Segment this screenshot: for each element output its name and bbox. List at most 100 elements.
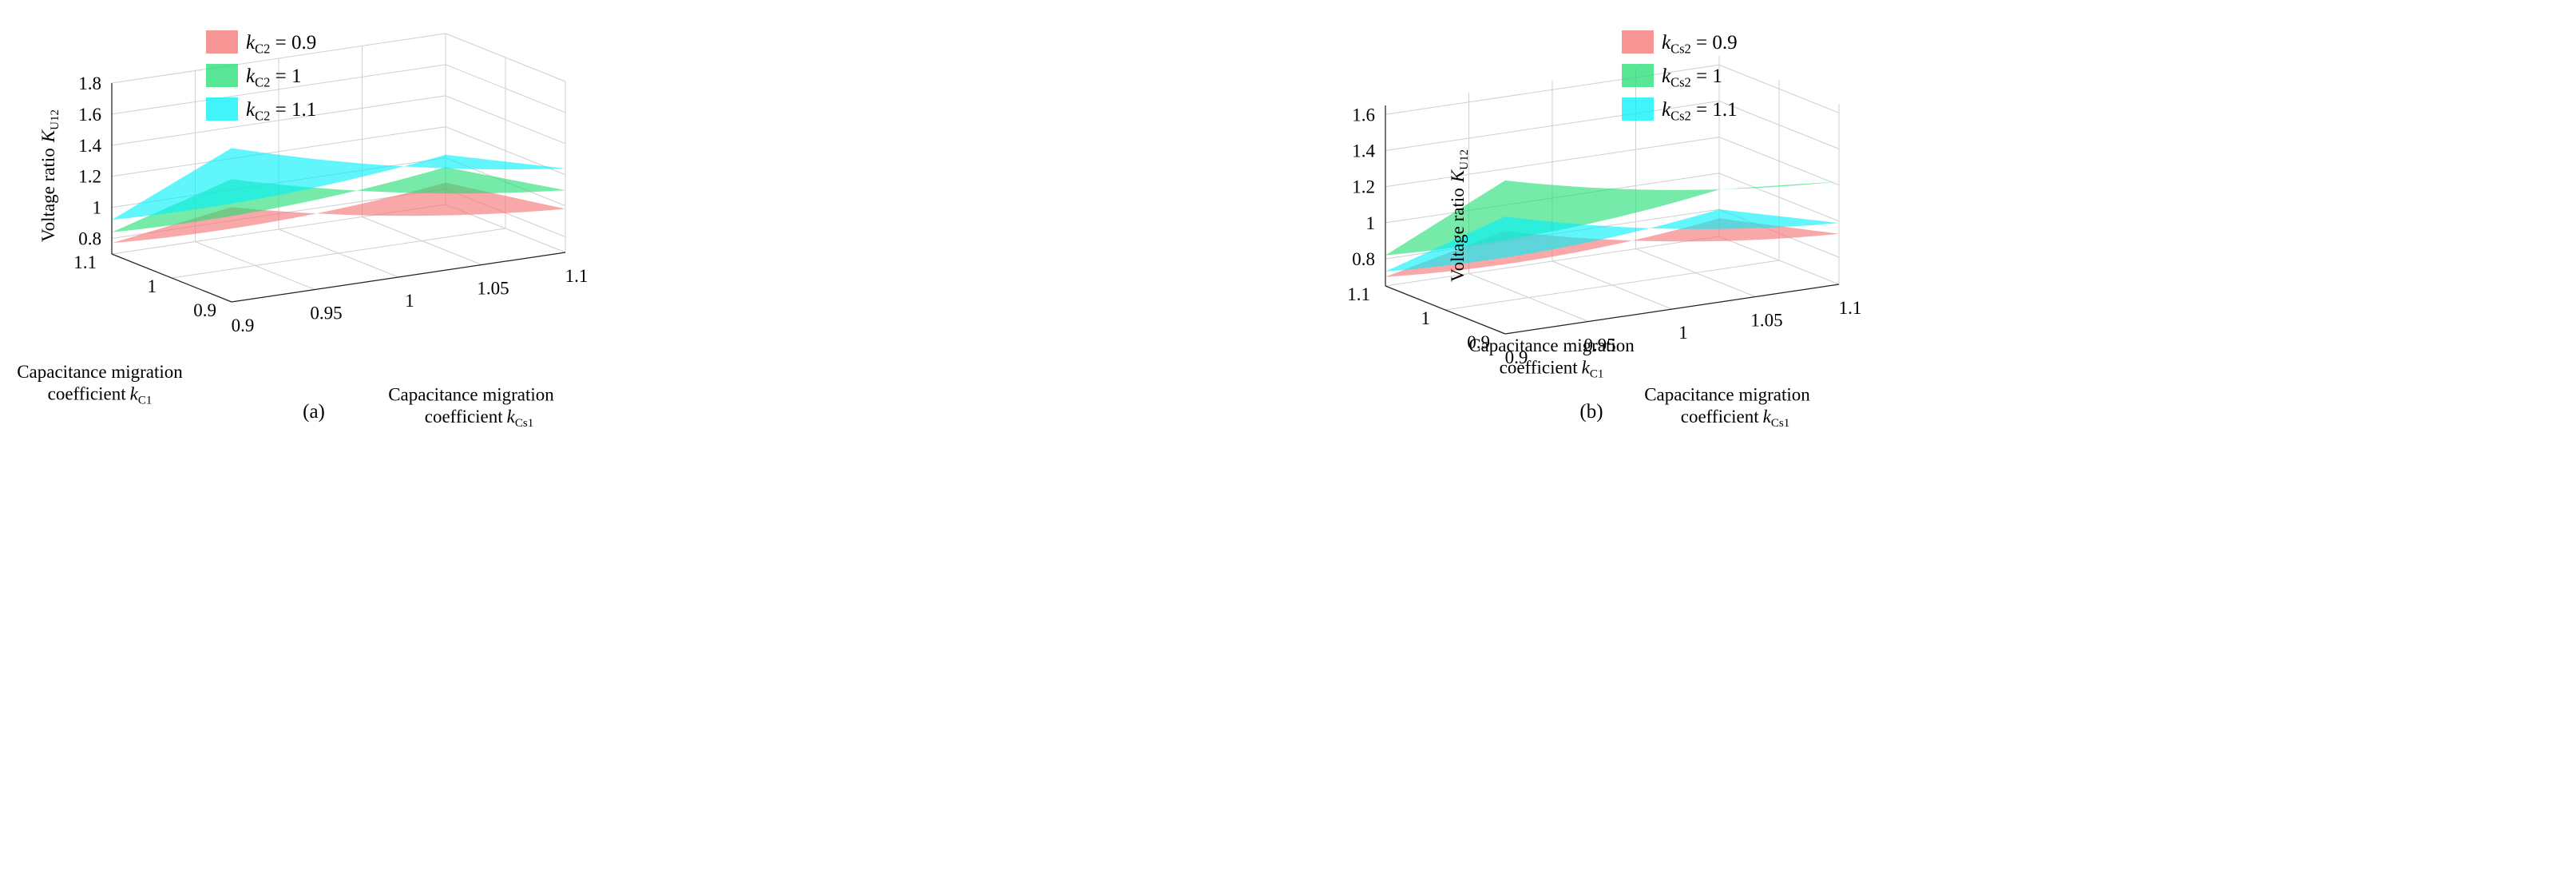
- z-tick-label: 1.2: [78, 167, 101, 187]
- legend-symbol: k: [1662, 32, 1671, 54]
- x-tick-label: 1: [405, 291, 414, 311]
- legend-swatch: [206, 30, 238, 54]
- tick-labels: 0.9 0.95 1 1.05 1.1 0.9 1 1.1 0.8 1 1.2 1.4 1.6 1.8: [73, 73, 588, 335]
- legend-entry: kCs2 = 1.1: [1662, 99, 1738, 124]
- z-tick-label: 1: [1366, 213, 1376, 233]
- x-axis-title-line2: coefficient kCs1: [1681, 407, 1789, 430]
- grid-line: [111, 64, 446, 115]
- surface-kc2-0.9: [112, 182, 565, 244]
- x-axis-title-line2: coefficient kCs1: [425, 407, 533, 430]
- chart-panel-a: 0.9 0.95 1 1.05 1.1 0.9 1 1.1 0.8 1 1.2 1.4 1.6 1.8 Vo…: [17, 30, 588, 430]
- z-tick-label: 1.8: [78, 73, 101, 93]
- legend-symbol: k: [246, 65, 256, 87]
- legend-swatch: [1622, 64, 1654, 87]
- z-tick-label: 1.6: [1352, 105, 1375, 125]
- y-axis-title-prefix: coefficient: [1500, 358, 1579, 378]
- grid-line: [1385, 64, 1720, 115]
- z-axis-symbol: K: [38, 129, 58, 143]
- surfaces: [1385, 180, 1839, 277]
- y-tick-label: 1.1: [73, 252, 97, 272]
- grid-line: [1718, 137, 1840, 186]
- z-tick-label: 1.2: [1352, 177, 1375, 197]
- grid-line: [111, 33, 446, 84]
- grid-line: [445, 33, 566, 82]
- chart-b-svg: 0.9 0.95 1 1.05 1.1 0.9 1 1.1 0.8 1 1.2 1.4 1.6 Volta…: [1347, 30, 1861, 430]
- y-tick-label: 1: [1421, 308, 1431, 328]
- legend-subscript: Cs2: [1670, 75, 1691, 90]
- legend-symbol: k: [1662, 99, 1671, 121]
- grid-line: [1718, 173, 1840, 222]
- chart-a-svg: 0.9 0.95 1 1.05 1.1 0.9 1 1.1 0.8 1 1.2 1.4 1.6 1.8 Vo…: [17, 30, 588, 430]
- x-axis-subscript: Cs1: [515, 417, 533, 430]
- x-axis-subscript: Cs1: [1771, 417, 1789, 430]
- tick-labels: 0.9 0.95 1 1.05 1.1 0.9 1 1.1 0.8 1 1.2 1.4 1.6: [1347, 105, 1861, 367]
- x-tick-label: 0.9: [232, 316, 255, 335]
- y-axis-symbol: k: [130, 384, 139, 404]
- legend-symbol: k: [246, 99, 256, 121]
- z-axis-subscript: U12: [1458, 149, 1471, 170]
- x-tick-label: 0.95: [310, 304, 342, 323]
- legend-subscript: Cs2: [1670, 109, 1691, 124]
- x-tick-label: 1.05: [477, 279, 509, 299]
- x-tick-label: 1: [1678, 323, 1688, 343]
- grid-line: [1385, 101, 1720, 151]
- z-tick-label: 1.6: [78, 105, 101, 125]
- legend-subscript: C2: [255, 42, 270, 57]
- z-tick-label: 1.4: [78, 136, 101, 156]
- legend-value: = 1.1: [1691, 99, 1738, 121]
- y-axis-line: [1385, 285, 1506, 335]
- legend-value: = 1: [270, 65, 301, 87]
- legend-symbol: k: [246, 32, 256, 54]
- z-tick-label: 1.4: [1352, 141, 1375, 161]
- y-axis-title-line2: coefficient kC1: [48, 384, 153, 407]
- y-tick-label: 1.1: [1347, 284, 1370, 304]
- z-tick-label: 0.8: [78, 229, 101, 249]
- x-axis-title-prefix: coefficient: [1681, 407, 1760, 427]
- grid-line: [445, 64, 566, 113]
- chart-panel-b: 0.9 0.95 1 1.05 1.1 0.9 1 1.1 0.8 1 1.2 1.4 1.6 Volta…: [1288, 0, 2576, 889]
- x-tick-label: 1.1: [565, 266, 589, 286]
- grid-line: [1385, 137, 1720, 188]
- x-axis-line: [1504, 284, 1840, 335]
- y-tick-label: 0.9: [193, 300, 216, 320]
- legend-value: = 0.9: [270, 32, 316, 54]
- x-axis-symbol: k: [507, 407, 516, 427]
- legend-subscript: C2: [255, 75, 270, 90]
- legend-swatch: [1622, 97, 1654, 121]
- surfaces: [112, 148, 565, 244]
- panel-label: (a): [303, 401, 325, 423]
- x-axis-title-prefix: coefficient: [425, 407, 504, 427]
- surface-kc2-1.1: [1385, 209, 1839, 272]
- y-axis-title-line1: Capacitance migration: [1468, 335, 1635, 355]
- z-tick-label: 1: [93, 198, 102, 218]
- surface-kc2-1.1: [112, 148, 565, 220]
- grid-line: [1718, 64, 1840, 113]
- x-tick-label: 0.95: [1583, 335, 1615, 355]
- z-axis-title: Voltage ratio KU12: [38, 109, 61, 242]
- y-axis-title-line2: coefficient kC1: [1500, 358, 1604, 381]
- y-axis-subscript: C1: [1590, 368, 1604, 381]
- z-axis-title: Voltage ratio KU12: [1448, 149, 1471, 282]
- legend-swatch: [206, 64, 238, 87]
- panel-label: (b): [1579, 401, 1603, 423]
- x-axis-symbol: k: [1763, 407, 1772, 427]
- axes: [111, 83, 566, 303]
- y-axis-subscript: C1: [138, 395, 153, 407]
- legend-value: = 1.1: [270, 99, 316, 121]
- x-tick-label: 0.9: [1505, 347, 1528, 367]
- x-axis-title-line1: Capacitance migration: [1644, 385, 1810, 405]
- y-tick-label: 1: [148, 276, 157, 296]
- y-axis-symbol: k: [1582, 358, 1591, 378]
- grid-line: [1718, 101, 1840, 149]
- axes: [1385, 105, 1840, 335]
- chart-group: 0.9 0.95 1 1.05 1.1 0.9 1 1.1 0.8 1 1.2 1.4 1.6 Volta…: [1347, 30, 1861, 430]
- grid-line: [171, 228, 506, 279]
- y-tick-label: 0.9: [1467, 332, 1490, 352]
- legend-entry: kC2 = 1.1: [246, 99, 316, 124]
- z-axis-title-text: Voltage ratio: [1448, 188, 1468, 282]
- legend-entry: kC2 = 0.9: [246, 32, 316, 57]
- legend-entry: kC2 = 1: [246, 65, 301, 90]
- z-axis-title-text: Voltage ratio: [38, 148, 58, 242]
